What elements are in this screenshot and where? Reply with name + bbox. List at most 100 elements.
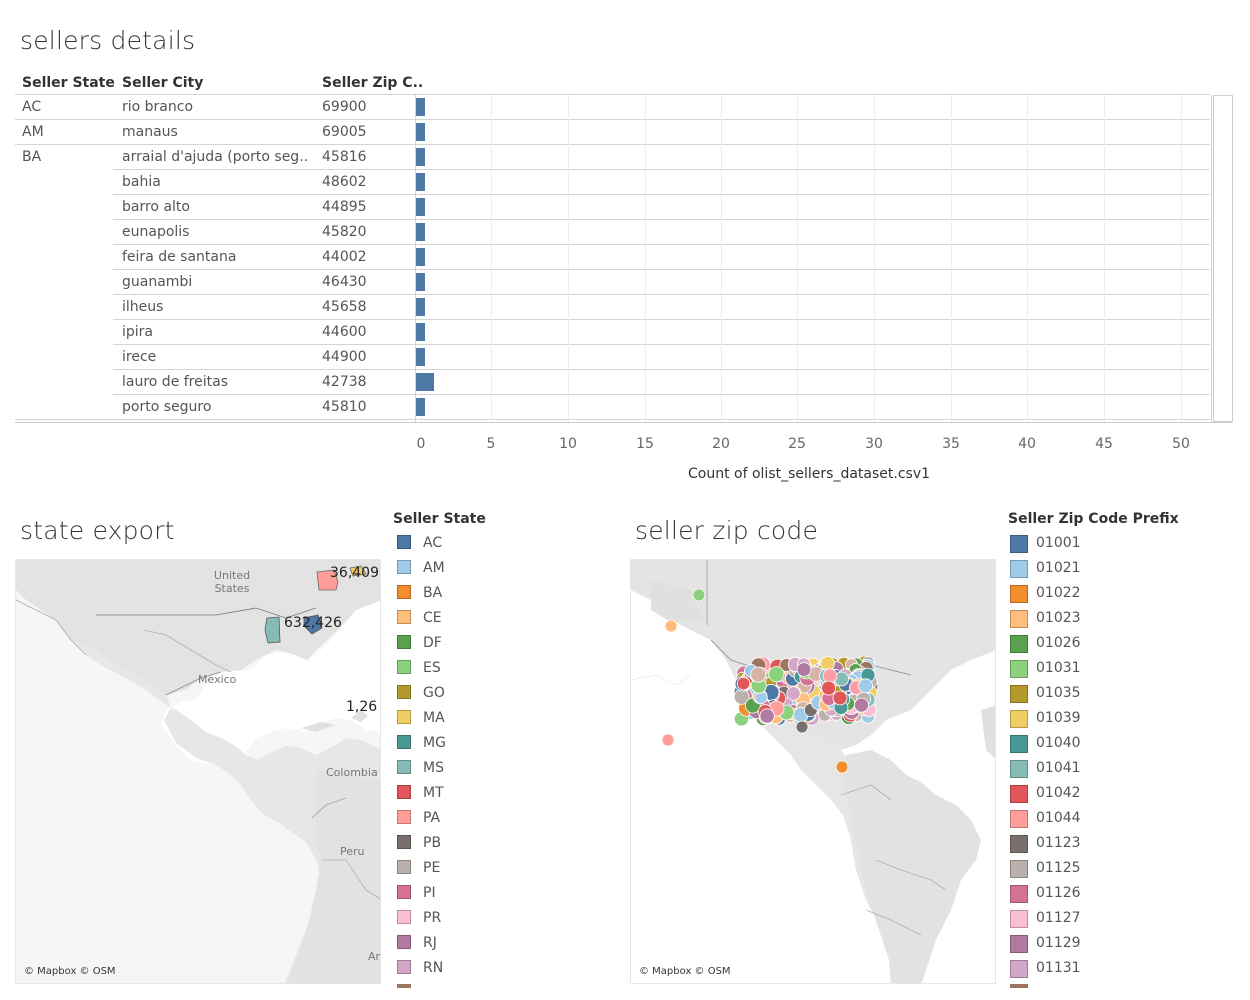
- state-export-map[interactable]: United States Mexico Colombia Peru Ar 36…: [15, 559, 381, 984]
- row-divider: [113, 244, 1210, 245]
- legend-item[interactable]: 01127: [1010, 909, 1210, 928]
- legend-item[interactable]: 01125: [1010, 859, 1210, 878]
- legend-swatch: [1010, 710, 1028, 728]
- legend-item[interactable]: 01026: [1010, 634, 1210, 653]
- legend-item[interactable]: RN: [397, 959, 597, 977]
- table-scrollbar[interactable]: [1213, 95, 1233, 422]
- cell-seller-city: lauro de freitas: [122, 374, 228, 390]
- zip-dot[interactable]: [795, 720, 809, 734]
- legend-item[interactable]: 01044: [1010, 809, 1210, 828]
- legend-item[interactable]: MG: [397, 734, 597, 752]
- zip-dot[interactable]: [796, 662, 812, 677]
- header-seller-city[interactable]: Seller City: [122, 75, 204, 91]
- cell-seller-city: porto seguro: [122, 399, 212, 415]
- legend-item[interactable]: 01126: [1010, 884, 1210, 903]
- legend-item[interactable]: 01129: [1010, 934, 1210, 953]
- zip-dot[interactable]: [835, 760, 849, 774]
- zip-dot[interactable]: [822, 668, 838, 684]
- cell-seller-city: manaus: [122, 124, 178, 140]
- legend-item[interactable]: 01022: [1010, 584, 1210, 603]
- legend-item[interactable]: BA: [397, 584, 597, 602]
- seller-zip-map[interactable]: © Mapbox © OSM: [630, 559, 996, 984]
- legend-item[interactable]: DF: [397, 634, 597, 652]
- legend-item[interactable]: GO: [397, 684, 597, 702]
- legend-item[interactable]: MS: [397, 759, 597, 777]
- legend-item[interactable]: 01042: [1010, 784, 1210, 803]
- zip-dot[interactable]: [759, 708, 775, 724]
- legend-item[interactable]: ES: [397, 659, 597, 677]
- zip-dot[interactable]: [692, 588, 706, 602]
- legend-item[interactable]: PR: [397, 909, 597, 927]
- legend-swatch: [1010, 960, 1028, 978]
- bar[interactable]: [416, 148, 426, 166]
- zip-dot[interactable]: [664, 619, 678, 633]
- legend-item[interactable]: PI: [397, 884, 597, 902]
- bar[interactable]: [416, 198, 426, 216]
- zip-dot[interactable]: [820, 656, 835, 671]
- cell-seller-zip: 48602: [322, 174, 367, 190]
- zip-dot[interactable]: [768, 666, 785, 683]
- cell-seller-city: eunapolis: [122, 224, 190, 240]
- legend-swatch: [397, 935, 411, 949]
- legend-title-seller-state: Seller State: [393, 511, 486, 527]
- bar[interactable]: [416, 98, 426, 116]
- legend-label: 01021: [1036, 560, 1081, 576]
- header-seller-zip[interactable]: Seller Zip C..: [322, 75, 424, 91]
- legend-item[interactable]: 01023: [1010, 609, 1210, 628]
- legend-item[interactable]: 01035: [1010, 684, 1210, 703]
- bar[interactable]: [416, 248, 426, 266]
- zip-dot[interactable]: [821, 680, 837, 696]
- legend-item[interactable]: RJ: [397, 934, 597, 952]
- legend-label: 01022: [1036, 585, 1081, 601]
- legend-item[interactable]: 01039: [1010, 709, 1210, 728]
- zip-dot[interactable]: [832, 690, 848, 706]
- legend-label: RJ: [423, 935, 437, 951]
- zip-dot[interactable]: [854, 697, 869, 713]
- cell-seller-zip: 42738: [322, 374, 367, 390]
- gridline: [1181, 95, 1182, 422]
- legend-item[interactable]: 01021: [1010, 559, 1210, 578]
- bar[interactable]: [416, 323, 426, 341]
- bar[interactable]: [416, 123, 426, 141]
- zip-dot[interactable]: [661, 733, 675, 747]
- legend-item[interactable]: 01031: [1010, 659, 1210, 678]
- legend-item[interactable]: PA: [397, 809, 597, 827]
- map-credit[interactable]: © Mapbox © OSM: [24, 966, 116, 977]
- legend-swatch: [1010, 535, 1028, 553]
- bar[interactable]: [416, 298, 426, 316]
- legend-item[interactable]: PE: [397, 859, 597, 877]
- gridline: [721, 95, 722, 422]
- state-value-label: 36,409: [330, 565, 379, 581]
- zip-dot[interactable]: [858, 678, 874, 694]
- bar[interactable]: [416, 173, 426, 191]
- legend-swatch: [397, 885, 411, 899]
- zip-dot[interactable]: [786, 686, 801, 701]
- legend-label: 01127: [1036, 910, 1081, 926]
- bar[interactable]: [416, 223, 426, 241]
- legend-item[interactable]: CE: [397, 609, 597, 627]
- zip-dot[interactable]: [750, 666, 767, 683]
- bar[interactable]: [416, 348, 426, 366]
- legend-item[interactable]: MT: [397, 784, 597, 802]
- state-value-label: 632,426: [284, 615, 342, 631]
- legend-swatch: [397, 910, 411, 924]
- zip-dot[interactable]: [736, 676, 751, 691]
- legend-item[interactable]: 01131: [1010, 959, 1210, 978]
- header-seller-state[interactable]: Seller State: [22, 75, 115, 91]
- zip-scatter-dots: [661, 588, 879, 774]
- legend-item[interactable]: AC: [397, 534, 597, 552]
- legend-item[interactable]: AM: [397, 559, 597, 577]
- map-credit[interactable]: © Mapbox © OSM: [639, 966, 731, 977]
- bar[interactable]: [416, 373, 435, 391]
- legend-swatch: [1010, 635, 1028, 653]
- legend-item[interactable]: MA: [397, 709, 597, 727]
- bar[interactable]: [416, 398, 426, 416]
- legend-label: PE: [423, 860, 441, 876]
- legend-item[interactable]: 01123: [1010, 834, 1210, 853]
- legend-item[interactable]: 01040: [1010, 734, 1210, 753]
- legend-item[interactable]: PB: [397, 834, 597, 852]
- legend-label: AM: [423, 560, 445, 576]
- legend-item[interactable]: 01041: [1010, 759, 1210, 778]
- bar[interactable]: [416, 273, 426, 291]
- legend-item[interactable]: 01001: [1010, 534, 1210, 553]
